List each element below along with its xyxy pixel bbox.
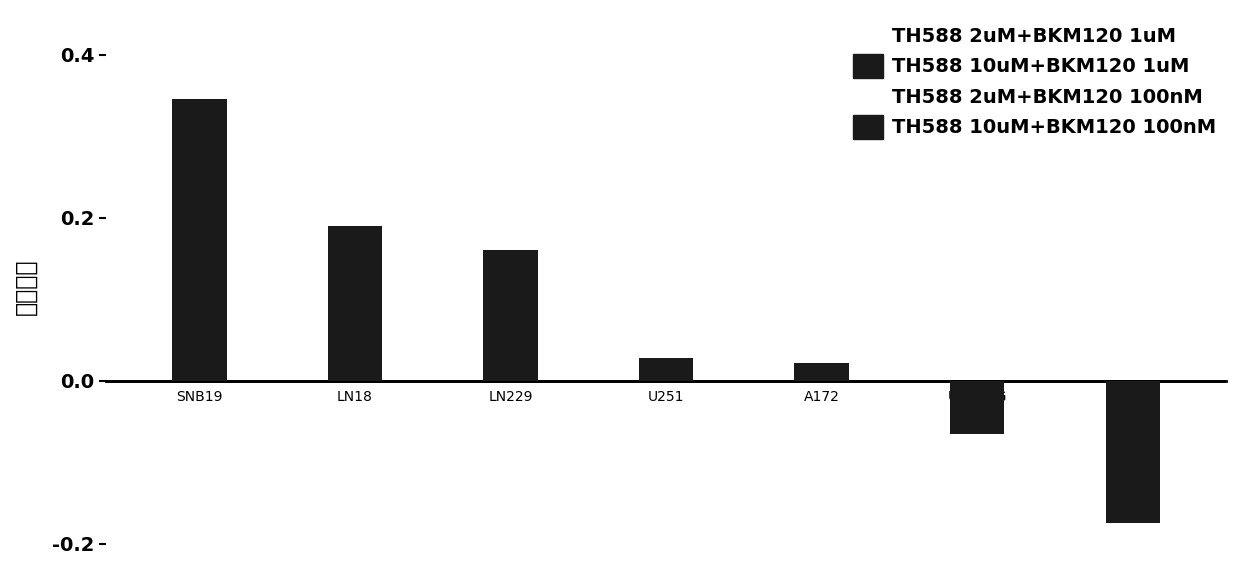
Bar — [172, 99, 227, 381]
Y-axis label: 敏感指数: 敏感指数 — [14, 259, 38, 315]
Bar — [327, 226, 382, 381]
Bar — [795, 363, 849, 381]
Bar — [639, 358, 693, 381]
Bar — [484, 250, 538, 381]
Bar — [1106, 381, 1159, 523]
Legend: TH588 2uM+BKM120 1uM, TH588 10uM+BKM120 1uM, TH588 2uM+BKM120 100nM, TH588 10uM+: TH588 2uM+BKM120 1uM, TH588 10uM+BKM120 … — [853, 24, 1216, 139]
Bar — [950, 381, 1004, 434]
